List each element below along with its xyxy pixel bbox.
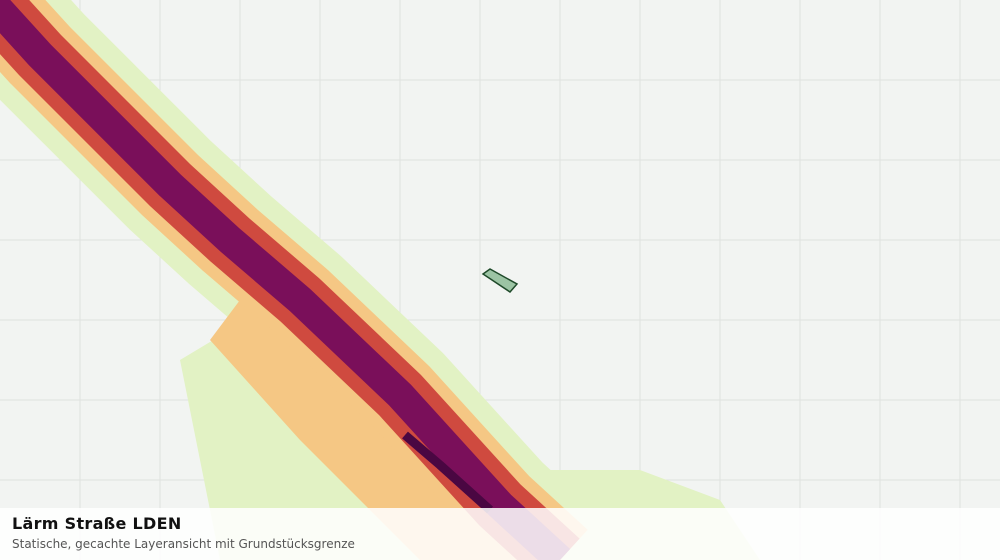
layer-subtitle: Statische, gecachte Layeransicht mit Gru… — [12, 537, 355, 551]
noise-zone — [180, 330, 760, 560]
noise-layer — [0, 0, 760, 560]
noise-zone — [0, 0, 571, 560]
layer-title: Lärm Straße LDEN — [12, 514, 182, 533]
legend-overlay: Lärm Straße LDEN Statische, gecachte Lay… — [0, 508, 1000, 560]
noise-zone — [402, 431, 494, 514]
parcel-boundary — [481, 268, 519, 293]
